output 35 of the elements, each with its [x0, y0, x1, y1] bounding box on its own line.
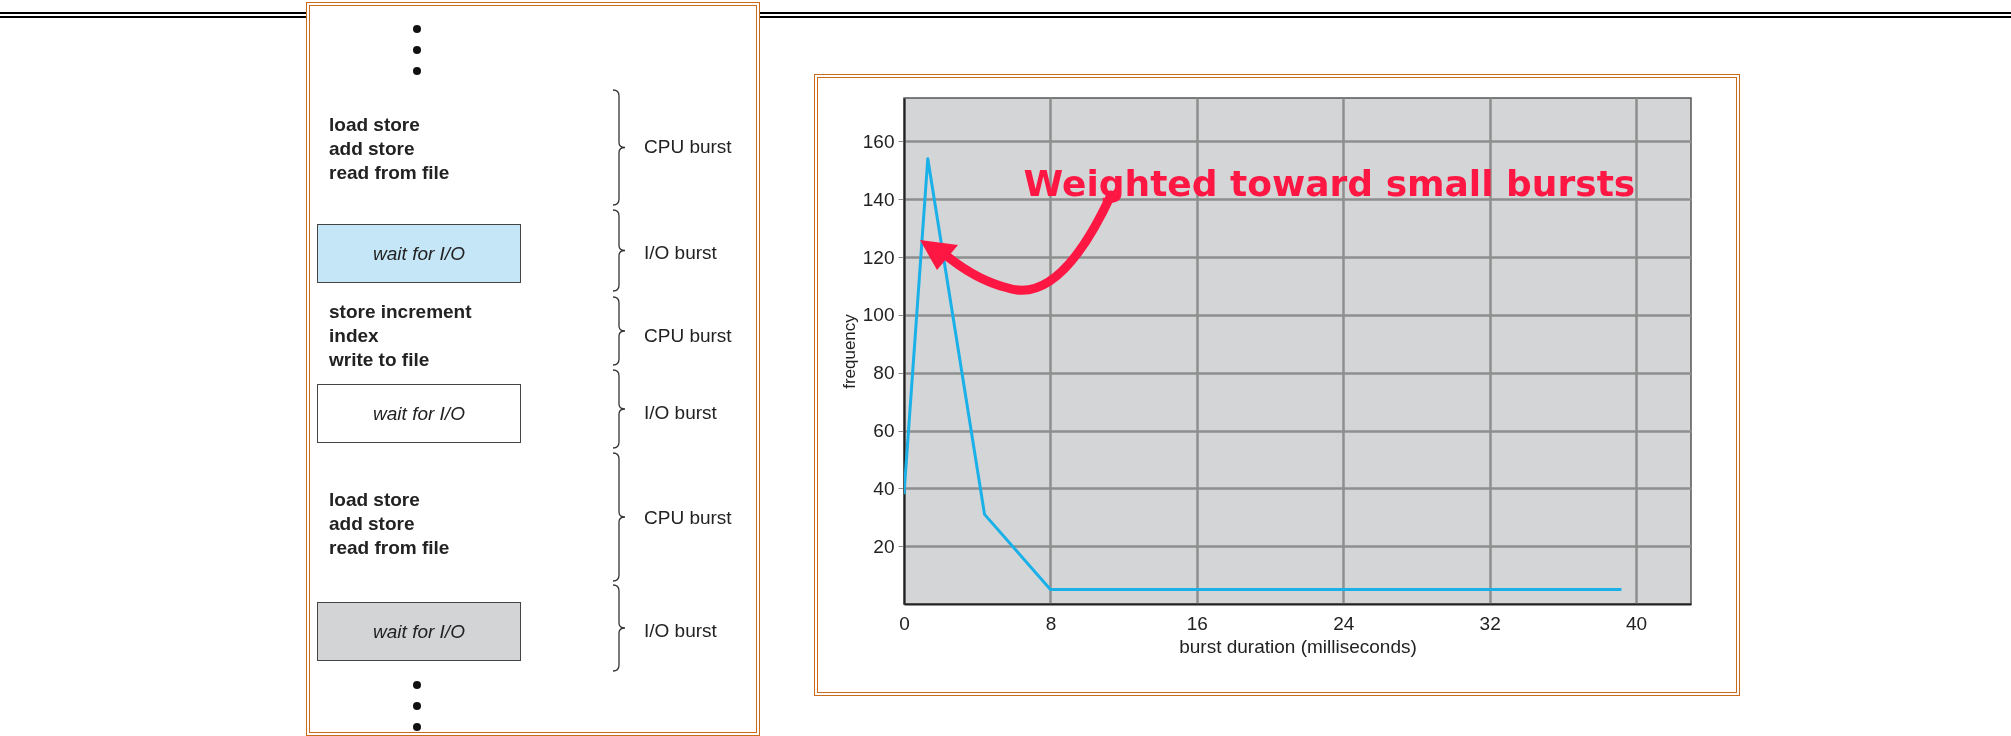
y-tick-label: 160 [862, 130, 895, 152]
text: add store [329, 138, 415, 160]
text: I/O burst [644, 242, 717, 264]
text: add store [329, 513, 415, 535]
x-tick-label: 32 [1479, 612, 1501, 634]
text: CPU burst [644, 507, 732, 529]
y-axis-title: frequency [839, 313, 859, 389]
text: CPU burst [644, 325, 732, 347]
text: wait for I/O [317, 602, 521, 661]
x-tick-label: 8 [1045, 612, 1057, 634]
text: read from file [329, 537, 450, 559]
x-tick-label: 24 [1333, 612, 1355, 634]
y-tick-label: 60 [873, 420, 895, 442]
x-axis-title: burst duration (milliseconds) [1179, 635, 1417, 657]
text: wait for I/O [317, 384, 521, 443]
text: load store [329, 489, 420, 511]
annotation: Weighted toward small bursts [1023, 162, 1636, 204]
text: wait for I/O [317, 224, 521, 283]
text: write to file [329, 349, 430, 371]
x-tick-label: 16 [1186, 612, 1208, 634]
y-tick-label: 140 [862, 188, 895, 210]
text: CPU burst [644, 136, 732, 158]
y-tick-label: 120 [862, 246, 895, 268]
text: I/O burst [644, 620, 717, 642]
y-tick-label: 20 [873, 535, 895, 557]
y-tick-label: 40 [873, 477, 895, 499]
text: read from file [329, 162, 450, 184]
text: index [329, 325, 379, 347]
x-tick-label: 40 [1626, 612, 1648, 634]
text: load store [329, 114, 420, 136]
y-tick-label: 100 [862, 304, 895, 326]
y-tick-label: 80 [873, 362, 895, 384]
text: store increment [329, 301, 472, 323]
text: I/O burst [644, 402, 717, 424]
x-tick-label: 0 [899, 612, 910, 634]
